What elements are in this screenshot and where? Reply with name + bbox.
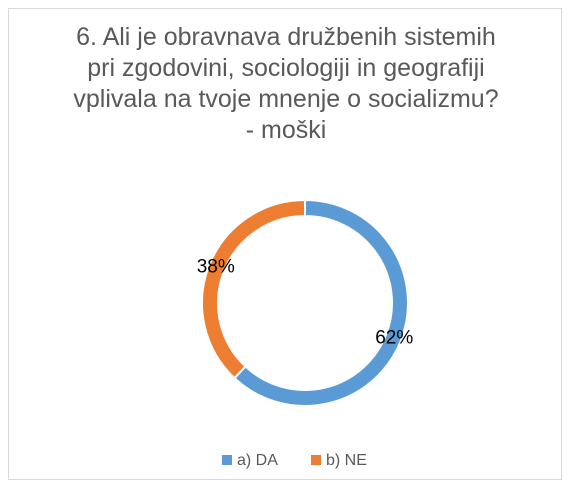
donut-segment bbox=[201, 198, 306, 380]
legend-swatch bbox=[311, 455, 321, 465]
legend-label: a) DA bbox=[237, 452, 278, 469]
legend-swatch bbox=[222, 455, 232, 465]
data-label: 62% bbox=[375, 327, 413, 348]
donut-segment bbox=[233, 198, 409, 407]
chart-title: 6. Ali je obravnava družbenih sistemih p… bbox=[73, 23, 499, 144]
data-label: 38% bbox=[197, 257, 235, 278]
legend-label: b) NE bbox=[326, 452, 367, 469]
